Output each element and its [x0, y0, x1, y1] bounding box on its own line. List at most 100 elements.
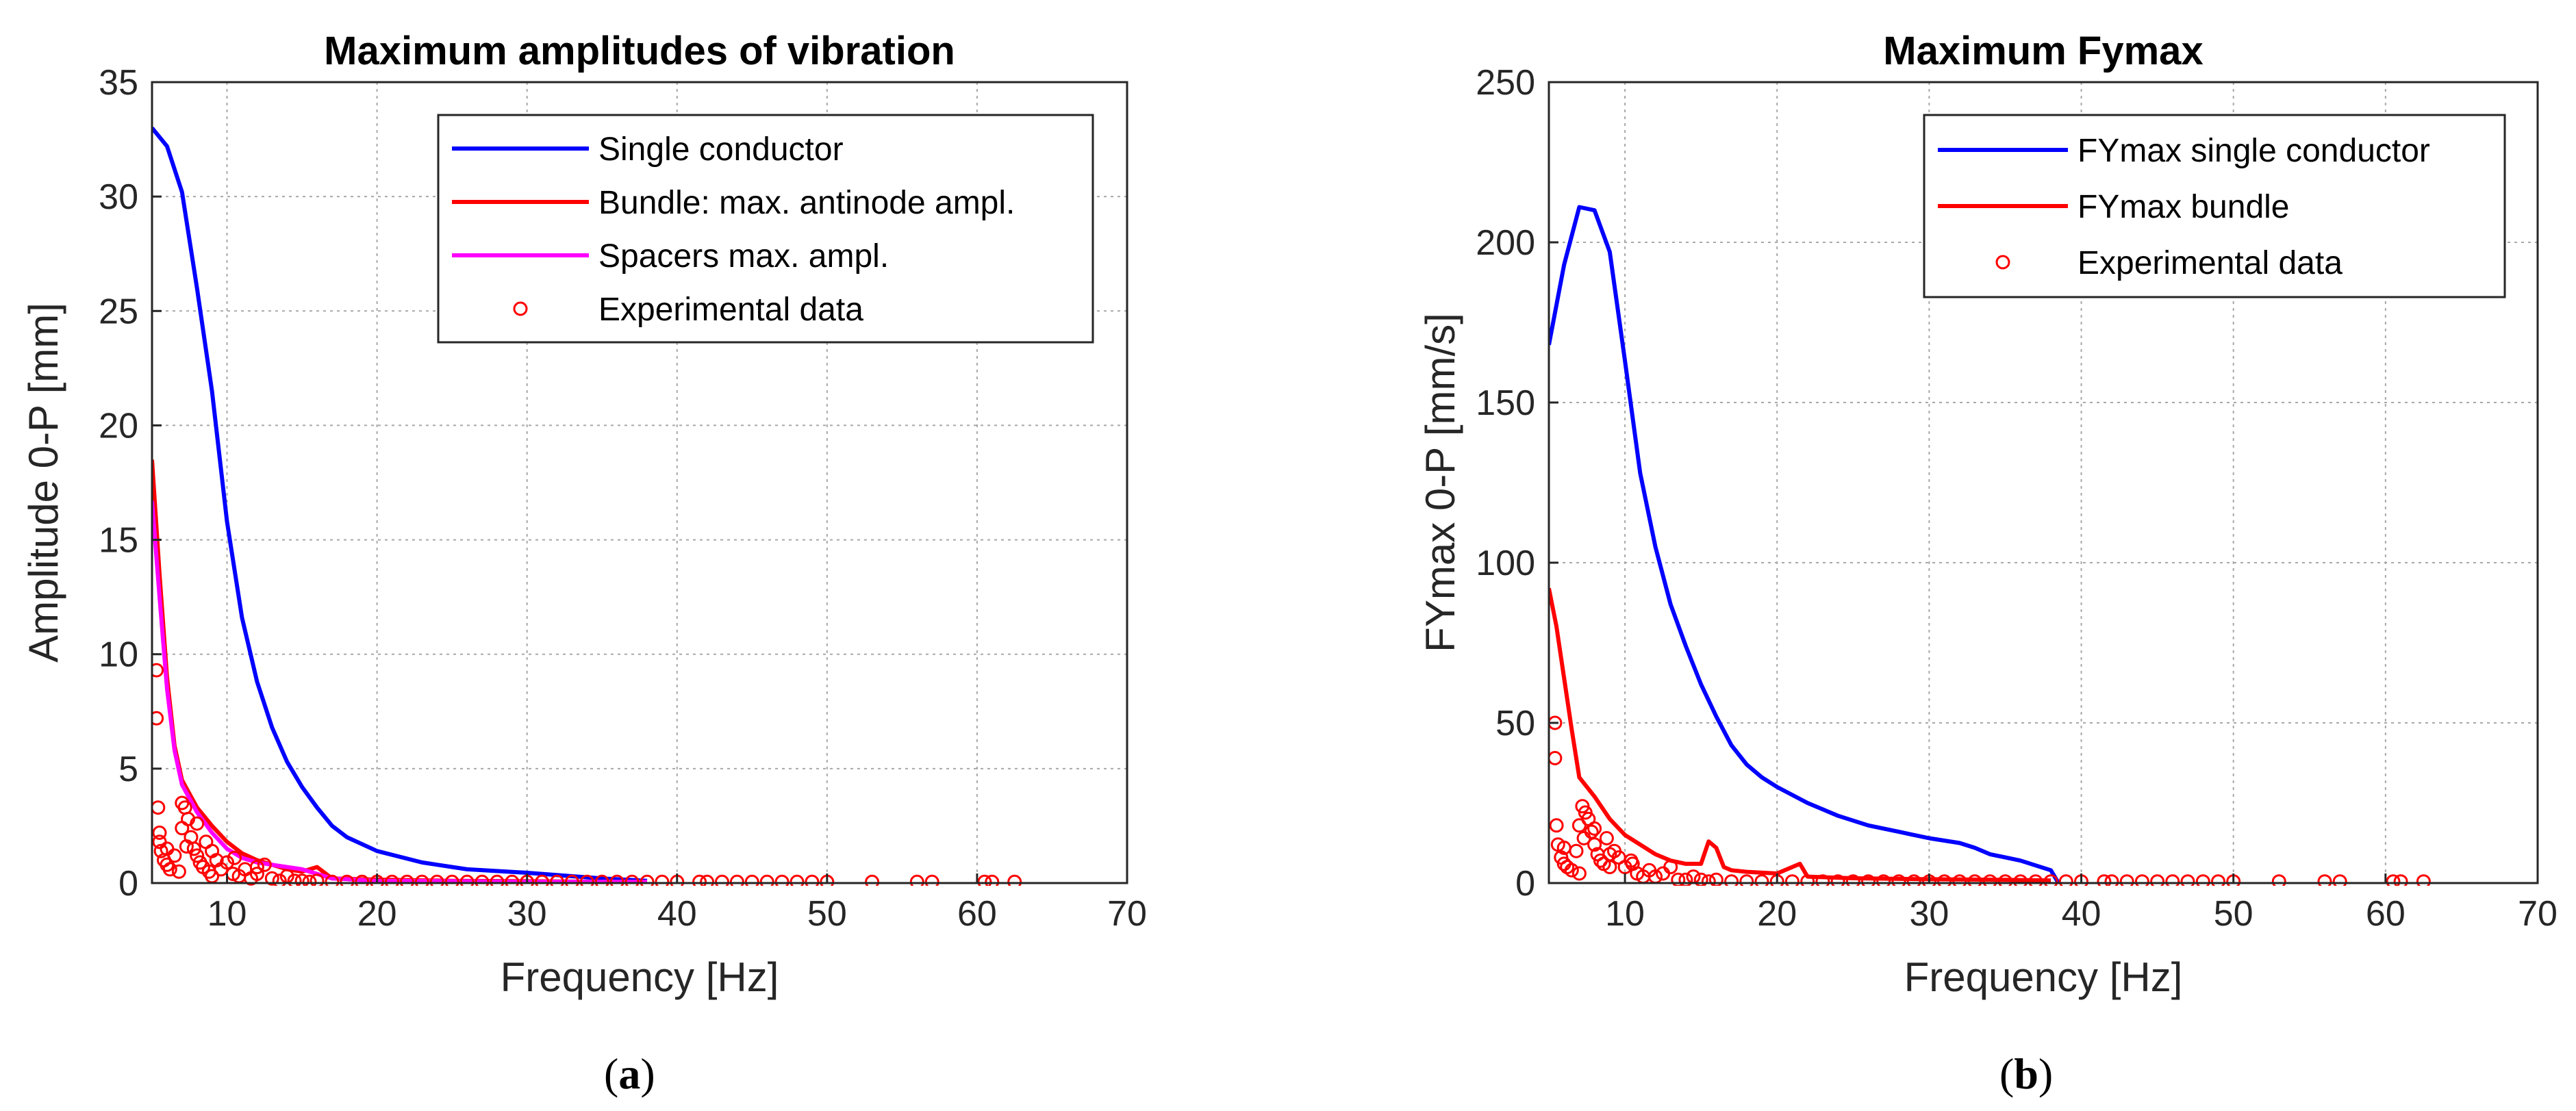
b-data-point	[2211, 874, 2225, 886]
a-data-point	[609, 874, 624, 886]
b-x-tick-label: 30	[1909, 894, 1949, 934]
b-data-point	[2317, 874, 2332, 886]
a-data-point	[287, 873, 302, 886]
b-data-point	[1998, 874, 2012, 886]
a-data-point	[564, 874, 579, 886]
b-y-tick-label: 200	[1476, 223, 1535, 263]
b-data-point	[2386, 874, 2401, 886]
b-data-point	[1549, 818, 1564, 833]
a-data-point	[655, 874, 670, 886]
b-x-tick-label: 40	[2062, 894, 2101, 934]
a-data-point	[249, 867, 264, 882]
a-x-tick-label: 10	[207, 894, 247, 934]
b-data-point	[1678, 872, 1693, 886]
a-data-point	[325, 874, 340, 886]
a-data-point	[272, 873, 287, 886]
a-x-axis-label: Frequency [Hz]	[501, 954, 779, 1000]
b-data-point	[1739, 874, 1754, 886]
b-x-tick-label: 10	[1605, 894, 1645, 934]
b-data-point	[2332, 874, 2347, 886]
a-data-point	[190, 848, 205, 863]
b-data-point	[1599, 831, 1614, 845]
b-data-point	[1587, 837, 1602, 852]
b-data-point	[2271, 874, 2286, 886]
a-data-point	[340, 874, 355, 886]
b-data-point	[1576, 831, 1591, 845]
a-data-point	[152, 663, 164, 678]
a-data-point	[909, 874, 924, 886]
a-data-point	[924, 874, 939, 886]
a-data-point	[579, 874, 594, 886]
a-data-point	[594, 874, 609, 886]
a-data-point	[715, 874, 729, 886]
a-x-tick-label: 20	[357, 894, 397, 934]
b-data-point	[1693, 872, 1708, 886]
b-data-point	[1625, 856, 1640, 871]
a-data-point	[744, 874, 759, 886]
b-data-point	[2043, 874, 2058, 886]
a-y-tick-label: 10	[99, 635, 138, 675]
a-y-tick-label: 5	[118, 750, 138, 789]
b-legend-label: Experimental data	[2078, 245, 2343, 281]
b-y-axis-label: FYmax 0-P [mm/s]	[1417, 313, 1463, 652]
b-data-point	[1571, 866, 1587, 881]
a-legend-box	[437, 114, 1094, 344]
a-y-tick-label: 35	[99, 63, 138, 103]
a-data-point	[162, 862, 177, 877]
a-data-point	[700, 874, 715, 886]
b-series-points-experimental-data	[1549, 715, 2431, 886]
a-y-tick-label: 15	[99, 521, 138, 561]
a-series-line-spacers-max-ampl	[152, 500, 647, 884]
a-data-point	[257, 857, 272, 872]
a-data-point	[220, 855, 234, 870]
b-y-tick-label: 250	[1476, 63, 1535, 103]
chart-b: 10 20 30 40 50 60 70 0 50 100 150 200 250 Maximum Fym…	[1417, 29, 2558, 1098]
a-data-point	[310, 873, 325, 886]
b-data-point	[1587, 821, 1602, 836]
b-data-point	[1830, 874, 1845, 886]
b-data-point	[2013, 874, 2028, 886]
a-data-point	[190, 816, 205, 831]
a-data-point	[774, 874, 790, 886]
a-x-tick-label: 50	[807, 894, 847, 934]
a-series-line-single-conductor	[152, 126, 648, 883]
a-data-point	[505, 874, 520, 886]
a-data-point	[152, 800, 166, 815]
b-data-point	[2180, 874, 2195, 886]
a-x-tick-label: 60	[957, 894, 997, 934]
b-data-point	[2150, 874, 2165, 886]
a-data-point	[865, 874, 880, 886]
b-data-point	[1549, 751, 1563, 765]
a-data-point	[227, 850, 242, 865]
a-caption-letter: a	[618, 1049, 640, 1098]
b-data-point	[1906, 874, 1921, 886]
a-data-point	[179, 839, 194, 854]
a-data-point	[805, 874, 820, 886]
a-data-point	[640, 874, 655, 886]
a-data-point	[399, 874, 414, 886]
b-data-point	[1937, 874, 1952, 886]
b-chart-title: Maximum Fymax	[1883, 29, 2203, 73]
b-data-point	[1708, 872, 1723, 886]
a-data-point	[355, 874, 370, 886]
b-series-line-fymax-single-conductor	[1549, 205, 2060, 884]
b-data-point	[1571, 818, 1587, 833]
b-data-point	[1784, 874, 1800, 886]
a-data-point	[759, 874, 774, 886]
a-data-point	[302, 874, 317, 886]
a-data-point	[152, 826, 167, 840]
chart-a: 10 20 30 40 50 60 70 0 5 10 15 20 25 30 35 Maximum ampl…	[21, 29, 1147, 1098]
b-data-point	[1671, 872, 1686, 886]
b-y-tick-label: 50	[1495, 704, 1535, 743]
b-data-point	[1982, 874, 1997, 886]
b-data-point	[1663, 860, 1678, 875]
b-data-point	[1754, 874, 1769, 886]
a-data-point	[692, 874, 707, 886]
a-x-tick-label: 70	[1107, 894, 1147, 934]
a-data-point	[160, 841, 175, 856]
b-data-point	[1556, 841, 1571, 855]
a-data-point	[1007, 874, 1022, 886]
a-y-tick-label: 30	[99, 177, 138, 217]
b-legend-label: FYmax bundle	[2078, 189, 2290, 225]
a-data-point	[985, 874, 1000, 886]
